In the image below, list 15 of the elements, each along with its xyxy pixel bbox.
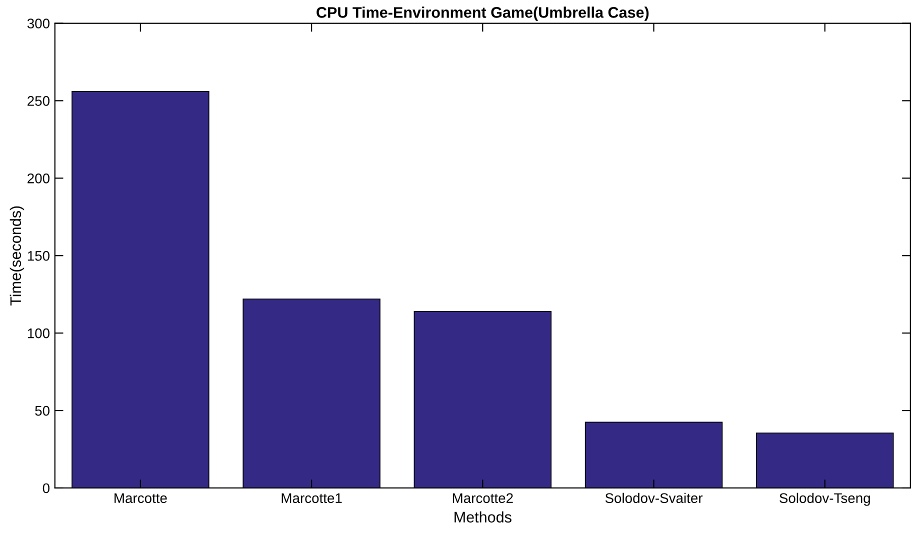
y-tick-label: 150 — [28, 250, 50, 261]
x-tick-label: Marcotte — [114, 493, 167, 504]
y-tick-label: 200 — [28, 174, 50, 184]
y-axis-title: Time(seconds) — [10, 206, 24, 306]
y-tick-label: 100 — [28, 328, 50, 338]
y-tick-label: 300 — [27, 18, 50, 28]
x-tick-label: Solodov-Svaiter — [605, 492, 703, 504]
x-tick-label: Marcotte1 — [282, 493, 342, 504]
x-axis-title: Methods — [454, 511, 512, 523]
y-tick-label: 50 — [35, 406, 50, 416]
y-tick-label: 250 — [28, 96, 50, 106]
y-tick-label: 0 — [42, 483, 50, 494]
chart-title: CPU Time-Environment Game(Umbrella Case) — [316, 6, 649, 21]
x-tick-label: Solodov-Tseng — [780, 492, 870, 506]
x-tick-label: Marcotte2 — [452, 493, 513, 504]
